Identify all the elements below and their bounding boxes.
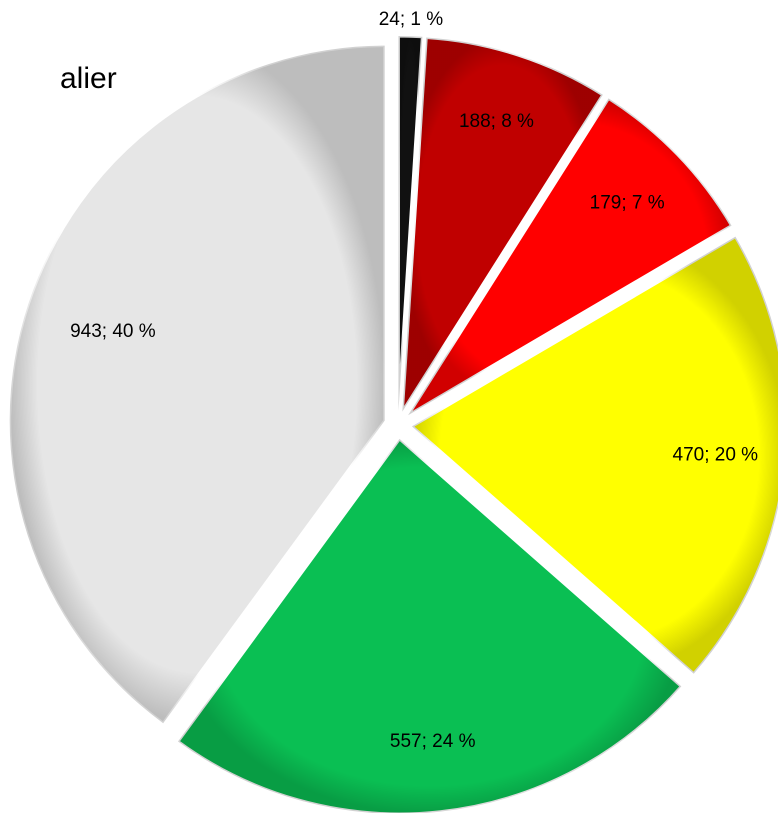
- data-label: 188; 8 %: [459, 111, 534, 132]
- chart-title: alier: [60, 62, 117, 95]
- data-label: 943; 40 %: [70, 321, 156, 342]
- data-label: 179; 7 %: [590, 192, 665, 213]
- data-label: 24; 1 %: [379, 9, 444, 30]
- data-label: 470; 20 %: [673, 444, 759, 465]
- data-label: 557; 24 %: [390, 731, 476, 752]
